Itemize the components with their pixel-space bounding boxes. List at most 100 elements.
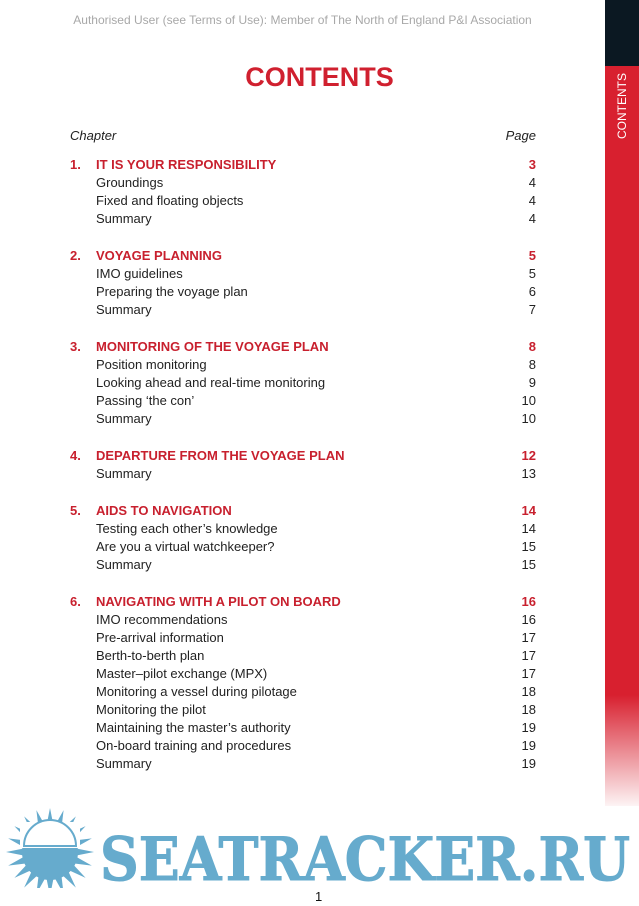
section-title: Maintaining the master’s authority (96, 720, 291, 735)
chapter-title: MONITORING OF THE VOYAGE PLAN (96, 339, 329, 354)
chapter-title: IT IS YOUR RESPONSIBILITY (96, 157, 277, 172)
section-entry[interactable]: On-board training and procedures 19 (70, 737, 536, 755)
section-entry[interactable]: IMO recommendations 16 (70, 611, 536, 629)
chapter-entry[interactable]: 2. VOYAGE PLANNING 5 (70, 247, 536, 265)
section-title: Groundings (96, 175, 164, 190)
page-column-header: Page (505, 128, 536, 143)
section-page: 4 (528, 175, 536, 190)
section-entry[interactable]: Berth-to-berth plan 17 (70, 647, 536, 665)
toc-section: 2. VOYAGE PLANNING 5 IMO guidelines 5 Pr… (70, 247, 536, 319)
section-page: 19 (521, 756, 536, 771)
seatracker-watermark: SEATRACKER.RU (6, 808, 631, 888)
section-entry[interactable]: Preparing the voyage plan 6 (70, 283, 536, 301)
chapter-entry[interactable]: 3. MONITORING OF THE VOYAGE PLAN 8 (70, 338, 536, 356)
section-page: 17 (521, 666, 536, 681)
chapter-page: 12 (521, 448, 536, 463)
section-page: 5 (528, 266, 536, 281)
chapter-entry[interactable]: 5. AIDS TO NAVIGATION 14 (70, 502, 536, 520)
section-title: Position monitoring (96, 357, 207, 372)
section-entry[interactable]: Master–pilot exchange (MPX) 17 (70, 665, 536, 683)
section-entry[interactable]: Summary 7 (70, 301, 536, 319)
section-entry[interactable]: Passing ‘the con’ 10 (70, 392, 536, 410)
chapter-page: 5 (528, 248, 536, 263)
chapter-page: 3 (528, 157, 536, 172)
chapter-entry[interactable]: 4. DEPARTURE FROM THE VOYAGE PLAN 12 (70, 447, 536, 465)
section-title: Testing each other’s knowledge (96, 521, 278, 536)
section-title: Monitoring a vessel during pilotage (96, 684, 297, 699)
section-page: 14 (521, 521, 536, 536)
section-entry[interactable]: Fixed and floating objects 4 (70, 192, 536, 210)
section-title: Berth-to-berth plan (96, 648, 205, 663)
section-title: IMO guidelines (96, 266, 183, 281)
section-entry[interactable]: Monitoring the pilot 18 (70, 701, 536, 719)
page-title: CONTENTS (245, 62, 394, 92)
table-of-contents: Chapter Page 1. IT IS YOUR RESPONSIBILIT… (70, 127, 536, 792)
section-entry[interactable]: Summary 19 (70, 755, 536, 773)
section-page: 6 (528, 284, 536, 299)
section-title: IMO recommendations (96, 612, 228, 627)
section-title: Summary (96, 411, 152, 426)
section-title: Summary (96, 557, 152, 572)
section-title: Are you a virtual watchkeeper? (96, 539, 275, 554)
section-title: Summary (96, 302, 152, 317)
chapter-number: 4. (70, 448, 81, 463)
section-entry[interactable]: Summary 4 (70, 210, 536, 228)
section-entry[interactable]: Pre-arrival information 17 (70, 629, 536, 647)
authorised-user-header: Authorised User (see Terms of Use): Memb… (73, 13, 532, 27)
chapter-number: 1. (70, 157, 81, 172)
section-page: 4 (528, 211, 536, 226)
section-page: 18 (521, 702, 536, 717)
section-entry[interactable]: Monitoring a vessel during pilotage 18 (70, 683, 536, 701)
section-title: Pre-arrival information (96, 630, 224, 645)
section-title: Master–pilot exchange (MPX) (96, 666, 268, 681)
section-entry[interactable]: Summary 15 (70, 556, 536, 574)
section-entry[interactable]: Summary 10 (70, 410, 536, 428)
section-entry[interactable]: Position monitoring 8 (70, 356, 536, 374)
section-entry[interactable]: Looking ahead and real-time monitoring 9 (70, 374, 536, 392)
section-title: Fixed and floating objects (96, 193, 244, 208)
chapter-entry[interactable]: 6. NAVIGATING WITH A PILOT ON BOARD 16 (70, 593, 536, 611)
section-page: 7 (528, 302, 536, 317)
section-page: 9 (528, 375, 536, 390)
section-entry[interactable]: Maintaining the master’s authority 19 (70, 719, 536, 737)
section-entry[interactable]: Summary 13 (70, 465, 536, 483)
sidebar-red-tab (605, 66, 639, 806)
section-entry[interactable]: Are you a virtual watchkeeper? 15 (70, 538, 536, 556)
section-title: Monitoring the pilot (96, 702, 206, 717)
section-page: 8 (528, 357, 536, 372)
section-entry[interactable]: IMO guidelines 5 (70, 265, 536, 283)
section-title: Summary (96, 466, 152, 481)
chapter-number: 3. (70, 339, 81, 354)
chapter-number: 5. (70, 503, 81, 518)
section-page: 15 (521, 539, 536, 554)
section-page: 15 (521, 557, 536, 572)
section-entry[interactable]: Testing each other’s knowledge 14 (70, 520, 536, 538)
chapter-entry[interactable]: 1. IT IS YOUR RESPONSIBILITY 3 (70, 156, 536, 174)
chapter-number: 2. (70, 248, 81, 263)
chapter-page: 8 (528, 339, 536, 354)
toc-column-headers: Chapter Page (70, 127, 536, 145)
section-entry[interactable]: Groundings 4 (70, 174, 536, 192)
watermark-logo-text: SEATRACKER.RU (100, 825, 630, 888)
toc-section: 4. DEPARTURE FROM THE VOYAGE PLAN 12 Sum… (70, 447, 536, 483)
chapter-number: 6. (70, 594, 81, 609)
section-title: Looking ahead and real-time monitoring (96, 375, 326, 390)
toc-section: 3. MONITORING OF THE VOYAGE PLAN 8 Posit… (70, 338, 536, 428)
chapter-page: 14 (521, 503, 536, 518)
chapter-title: AIDS TO NAVIGATION (96, 503, 232, 518)
chapter-title: VOYAGE PLANNING (96, 248, 222, 263)
section-page: 13 (521, 466, 536, 481)
chapter-column-header: Chapter (70, 128, 117, 143)
section-page: 17 (521, 630, 536, 645)
toc-section: 5. AIDS TO NAVIGATION 14 Testing each ot… (70, 502, 536, 574)
chapter-title: NAVIGATING WITH A PILOT ON BOARD (96, 594, 341, 609)
section-page: 19 (521, 738, 536, 753)
sun-logo-icon (6, 808, 94, 888)
toc-section: 1. IT IS YOUR RESPONSIBILITY 3 Grounding… (70, 156, 536, 228)
chapter-page: 16 (521, 594, 536, 609)
section-page: 10 (521, 411, 536, 426)
section-title: Summary (96, 211, 152, 226)
section-page: 17 (521, 648, 536, 663)
section-title: Summary (96, 756, 152, 771)
section-title: Preparing the voyage plan (96, 284, 248, 299)
